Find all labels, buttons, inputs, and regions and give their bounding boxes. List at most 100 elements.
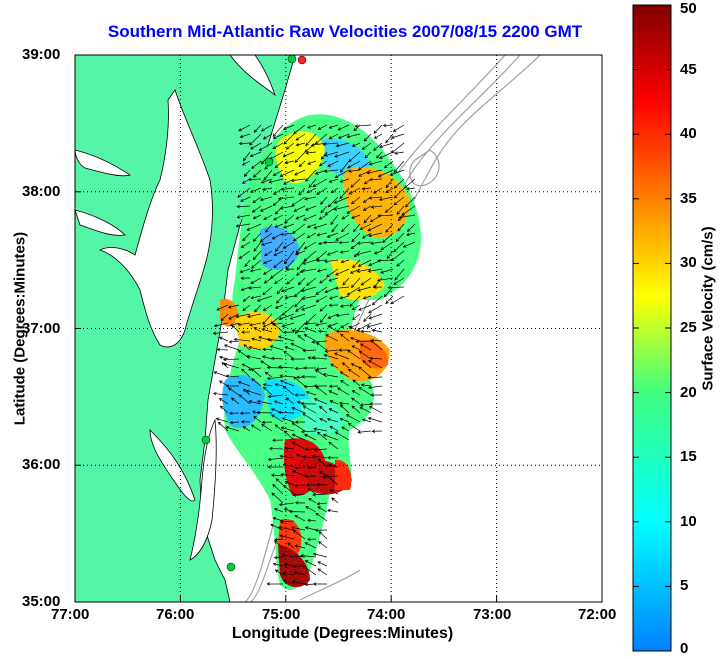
- velocity-arrow: [250, 424, 262, 432]
- velocity-arrow: [262, 383, 273, 387]
- velocity-arrow: [283, 563, 295, 567]
- velocity-arrow: [363, 133, 372, 142]
- velocity-arrow: [406, 223, 416, 233]
- velocity-arrow: [346, 205, 361, 214]
- velocity-arrow: [335, 142, 350, 148]
- velocity-arrow: [237, 349, 251, 360]
- velocity-arrow: [393, 187, 405, 199]
- delaware-bay: [229, 55, 276, 97]
- velocity-arrow: [366, 322, 383, 329]
- velocity-arrow: [316, 232, 328, 237]
- velocity-arrow: [334, 151, 350, 158]
- velocity-arrow: [272, 124, 284, 137]
- velocity-arrow: [282, 385, 295, 396]
- colorbar-tick-label: 35: [680, 189, 697, 207]
- velocity-arrow: [334, 431, 350, 441]
- velocity-arrow: [316, 502, 328, 506]
- velocity-arrow: [368, 360, 383, 369]
- velocity-arrow: [319, 417, 328, 423]
- velocity-arrow: [270, 268, 284, 279]
- velocity-arrow: [274, 537, 284, 542]
- velocity-arrow: [248, 286, 262, 290]
- velocity-arrow: [368, 196, 383, 200]
- velocity-arrow: [316, 431, 328, 441]
- velocity-arrow: [376, 151, 383, 159]
- velocity-arrow: [294, 366, 306, 371]
- velocity-arrow: [348, 325, 361, 333]
- velocity-arrow: [406, 187, 416, 191]
- velocity-arrow: [318, 531, 328, 540]
- velocity-arrow: [292, 232, 306, 242]
- velocity-arrow: [356, 241, 372, 245]
- velocity-arrow: [386, 250, 394, 260]
- velocity-arrow: [304, 196, 317, 201]
- velocity-arrow: [340, 259, 350, 264]
- velocity-arrow: [401, 205, 416, 216]
- velocity-arrow: [389, 169, 405, 176]
- velocity-arrow: [267, 465, 284, 469]
- x-tick-label: 74:00: [367, 606, 406, 623]
- velocity-arrow: [358, 304, 372, 311]
- velocity-arrow: [329, 489, 339, 495]
- velocity-arrow: [285, 142, 295, 150]
- velocity-arrow: [252, 196, 262, 204]
- velocity-arrow: [253, 241, 262, 252]
- velocity-arrow: [275, 478, 284, 486]
- velocity-arrow: [290, 178, 306, 183]
- velocity-arrow: [261, 423, 273, 432]
- velocity-arrow: [385, 178, 394, 189]
- velocity-arrow: [273, 540, 284, 549]
- velocity-arrow: [272, 516, 284, 522]
- velocity-arrow: [274, 277, 284, 285]
- velocity-arrow: [280, 187, 295, 191]
- velocity-arrow: [330, 214, 339, 226]
- velocity-arrow: [383, 286, 394, 298]
- x-axis-label: Longitude (Degrees:Minutes): [231, 625, 454, 642]
- velocity-arrow: [265, 223, 273, 233]
- velocity-arrow: [335, 329, 350, 333]
- velocity-arrow: [247, 367, 262, 372]
- velocity-arrow: [395, 232, 405, 243]
- velocity-arrow: [252, 250, 262, 261]
- velocity-arrow: [313, 448, 328, 452]
- velocity-arrow: [322, 433, 339, 441]
- velocity-arrow: [240, 196, 251, 202]
- velocity-arrow: [259, 205, 273, 212]
- velocity-arrow: [269, 345, 284, 351]
- velocity-arrow: [239, 268, 251, 274]
- velocity-arrow: [337, 133, 350, 139]
- velocity-arrow: [341, 426, 350, 432]
- velocity-arrow: [350, 277, 361, 288]
- velocity-arrow: [250, 142, 262, 150]
- velocity-arrow: [282, 463, 295, 468]
- velocity-arrow: [384, 205, 394, 213]
- velocity-arrow: [279, 534, 295, 540]
- velocity-arrow: [360, 383, 372, 387]
- velocity-arrow: [392, 124, 405, 132]
- y-tick-label: 36:00: [22, 456, 61, 473]
- velocity-arrow: [301, 304, 317, 311]
- velocity-arrow: [229, 420, 240, 425]
- velocity-arrow: [304, 447, 317, 452]
- velocity-arrow: [272, 169, 284, 176]
- colorbar-tick-label: 5: [680, 577, 689, 595]
- velocity-arrow: [278, 502, 295, 507]
- velocity-arrow: [383, 160, 394, 169]
- velocity-arrow: [271, 414, 284, 423]
- velocity-arrow: [339, 160, 350, 173]
- velocity-arrow: [373, 250, 383, 255]
- velocity-arrow: [369, 214, 383, 223]
- velocity-arrow: [331, 497, 339, 504]
- velocity-arrow: [302, 405, 317, 414]
- velocity-arrow: [328, 441, 339, 450]
- velocity-arrow: [307, 160, 317, 165]
- velocity-arrow: [330, 363, 339, 369]
- velocity-arrow: [333, 352, 350, 360]
- velocity-arrow: [322, 475, 339, 479]
- velocity-arrow: [327, 463, 339, 468]
- velocity-arrow: [305, 151, 317, 155]
- velocity-arrow: [351, 405, 361, 414]
- velocity-arrow: [261, 241, 273, 246]
- velocity-arrow: [315, 295, 328, 303]
- velocity-arrow: [293, 205, 306, 212]
